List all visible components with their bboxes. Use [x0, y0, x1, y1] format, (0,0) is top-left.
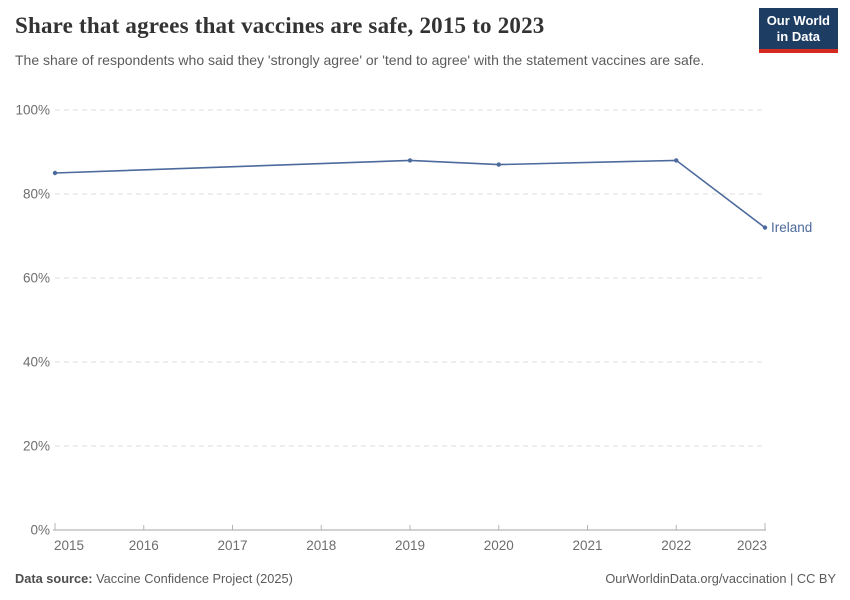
- x-axis-tick-label: 2021: [572, 538, 602, 553]
- data-point-marker[interactable]: [762, 225, 768, 230]
- data-point-marker[interactable]: [52, 170, 58, 176]
- x-axis-tick-label: 2017: [217, 538, 247, 553]
- y-axis-tick-label: 20%: [23, 439, 50, 454]
- x-axis-tick-label: 2022: [661, 538, 691, 553]
- x-axis-tick-label: 2020: [484, 538, 514, 553]
- y-axis-tick-label: 60%: [23, 271, 50, 286]
- data-point-marker[interactable]: [407, 158, 413, 163]
- chart-subtitle: The share of respondents who said they '…: [15, 52, 705, 68]
- data-source: Data source: Vaccine Confidence Project …: [15, 571, 293, 586]
- data-point-marker[interactable]: [496, 162, 501, 167]
- data-source-label: Data source:: [15, 571, 93, 586]
- x-axis-tick-label: 2019: [395, 538, 425, 553]
- x-axis-tick-label: 2023: [737, 538, 767, 553]
- x-axis-tick-label: 2016: [129, 538, 159, 553]
- y-axis-tick-label: 40%: [23, 355, 50, 370]
- attribution-link[interactable]: OurWorldinData.org/vaccination | CC BY: [605, 571, 836, 586]
- logo-line1: Our World: [766, 13, 830, 28]
- y-axis-tick-label: 100%: [15, 103, 50, 118]
- owid-logo[interactable]: Our World in Data: [758, 8, 838, 53]
- logo-line2: in Data: [776, 29, 821, 44]
- y-axis-tick-label: 80%: [23, 187, 50, 202]
- data-point-marker[interactable]: [674, 158, 679, 163]
- entity-label[interactable]: Ireland: [771, 220, 812, 235]
- chart-title: Share that agrees that vaccines are safe…: [15, 13, 545, 38]
- x-axis-tick-label: 2018: [306, 538, 336, 553]
- y-axis-tick-label: 0%: [30, 523, 50, 538]
- data-source-value: Vaccine Confidence Project (2025): [92, 571, 293, 586]
- x-axis-tick-label: 2015: [54, 538, 84, 553]
